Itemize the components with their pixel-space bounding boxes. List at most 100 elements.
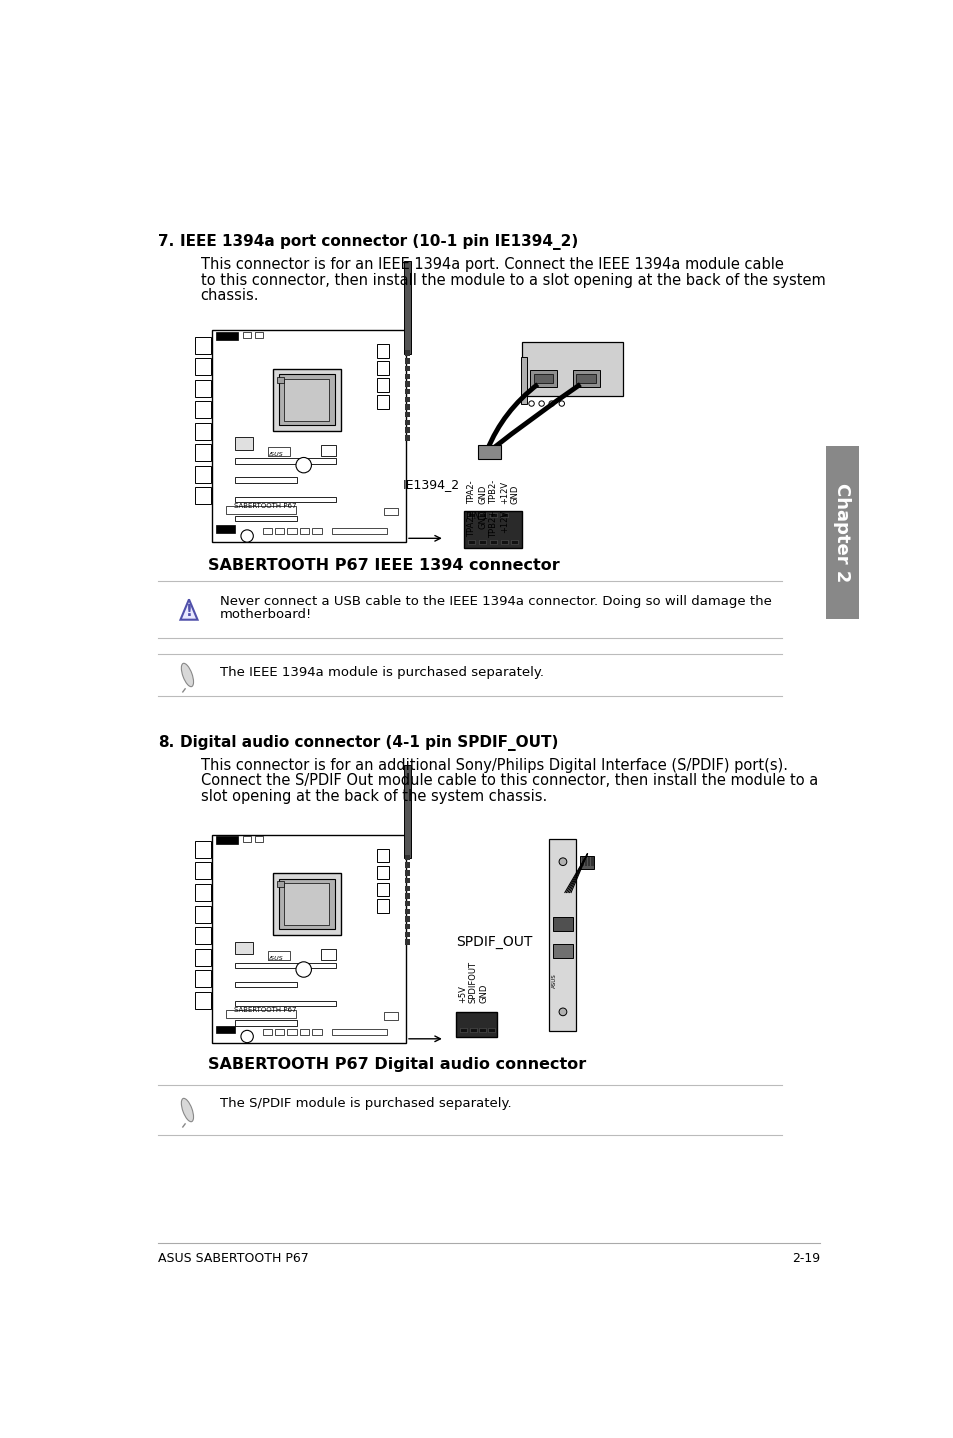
- Bar: [478, 1028, 485, 1032]
- Circle shape: [528, 401, 534, 407]
- Bar: [489, 539, 497, 544]
- Text: +12V: +12V: [499, 480, 508, 503]
- Bar: [405, 916, 410, 922]
- Bar: [235, 962, 335, 968]
- Bar: [243, 332, 251, 338]
- Text: Connect the S/PDIF Out module cable to this connector, then install the module t: Connect the S/PDIF Out module cable to t…: [200, 774, 817, 788]
- Bar: [195, 358, 211, 375]
- Bar: [478, 539, 485, 544]
- Bar: [478, 513, 485, 516]
- Bar: [376, 361, 389, 375]
- Bar: [405, 893, 410, 899]
- Bar: [584, 857, 587, 866]
- Bar: [268, 447, 290, 456]
- Bar: [262, 528, 272, 535]
- Bar: [195, 336, 211, 354]
- Text: PIN 1: PIN 1: [465, 512, 487, 521]
- Bar: [254, 332, 262, 338]
- Bar: [468, 539, 475, 544]
- Bar: [376, 848, 389, 863]
- Bar: [273, 873, 340, 935]
- Bar: [195, 928, 211, 945]
- Bar: [312, 528, 321, 535]
- Bar: [520, 358, 526, 404]
- Bar: [405, 902, 410, 906]
- Text: TPB2+: TPB2+: [489, 510, 497, 538]
- Bar: [405, 932, 410, 938]
- Text: SABERTOOTH P67 Digital audio connector: SABERTOOTH P67 Digital audio connector: [208, 1057, 586, 1071]
- Bar: [405, 909, 410, 915]
- Bar: [404, 262, 410, 354]
- Text: Chapter 2: Chapter 2: [833, 483, 850, 582]
- Bar: [195, 992, 211, 1009]
- Bar: [405, 351, 410, 355]
- Circle shape: [558, 1008, 566, 1015]
- Bar: [459, 1028, 467, 1032]
- Bar: [235, 1001, 335, 1007]
- Bar: [195, 380, 211, 397]
- Bar: [405, 436, 410, 440]
- Bar: [405, 404, 410, 410]
- Bar: [405, 877, 410, 883]
- Bar: [216, 837, 237, 844]
- Bar: [464, 512, 521, 548]
- Bar: [579, 856, 594, 870]
- Bar: [195, 401, 211, 418]
- Bar: [587, 857, 590, 866]
- Bar: [576, 374, 596, 383]
- Text: Never connect a USB cable to the IEEE 1394a connector. Doing so will damage the: Never connect a USB cable to the IEEE 13…: [220, 594, 771, 607]
- Bar: [226, 506, 295, 513]
- Text: to this connector, then install the module to a slot opening at the back of the : to this connector, then install the modu…: [200, 273, 824, 288]
- Bar: [235, 496, 335, 502]
- Bar: [277, 881, 283, 887]
- Bar: [405, 413, 410, 417]
- Bar: [216, 1025, 235, 1034]
- Bar: [195, 949, 211, 966]
- Bar: [477, 446, 500, 459]
- Text: 7.: 7.: [158, 234, 174, 249]
- Text: +12V: +12V: [499, 510, 508, 533]
- Bar: [235, 437, 253, 450]
- Text: !: !: [186, 604, 193, 618]
- Bar: [262, 1028, 272, 1035]
- Bar: [376, 866, 389, 880]
- Bar: [405, 870, 410, 876]
- Bar: [405, 427, 410, 433]
- Circle shape: [241, 529, 253, 542]
- Text: GND: GND: [510, 485, 519, 503]
- Bar: [195, 863, 211, 880]
- Bar: [376, 883, 389, 896]
- Bar: [235, 459, 335, 463]
- Text: GND: GND: [479, 984, 488, 1002]
- Text: ASUS: ASUS: [551, 974, 557, 988]
- Bar: [405, 397, 410, 403]
- Bar: [195, 487, 211, 505]
- Bar: [405, 381, 410, 387]
- Bar: [273, 370, 340, 430]
- Bar: [405, 939, 410, 945]
- Bar: [581, 857, 583, 866]
- Bar: [825, 446, 858, 620]
- Bar: [195, 423, 211, 440]
- Bar: [384, 1012, 397, 1020]
- Bar: [299, 1028, 309, 1035]
- Bar: [534, 374, 553, 383]
- Text: TPA2-: TPA2-: [467, 480, 476, 503]
- Text: GND: GND: [477, 485, 487, 503]
- Bar: [278, 879, 335, 929]
- Text: IEEE 1394a port connector (10-1 pin IE1394_2): IEEE 1394a port connector (10-1 pin IE13…: [179, 234, 578, 250]
- Bar: [405, 358, 410, 364]
- Text: Digital audio connector (4-1 pin SPDIF_OUT): Digital audio connector (4-1 pin SPDIF_O…: [179, 735, 558, 751]
- Text: SPDIFOUT: SPDIFOUT: [469, 961, 477, 1002]
- Bar: [549, 838, 576, 1031]
- Text: ASUS SABERTOOTH P67: ASUS SABERTOOTH P67: [158, 1251, 309, 1265]
- Bar: [274, 528, 284, 535]
- Bar: [320, 949, 335, 961]
- Bar: [572, 370, 599, 387]
- Bar: [254, 837, 262, 843]
- Bar: [553, 945, 572, 958]
- Bar: [284, 883, 329, 925]
- Bar: [405, 925, 410, 929]
- Bar: [195, 444, 211, 462]
- Text: 2-19: 2-19: [791, 1251, 819, 1265]
